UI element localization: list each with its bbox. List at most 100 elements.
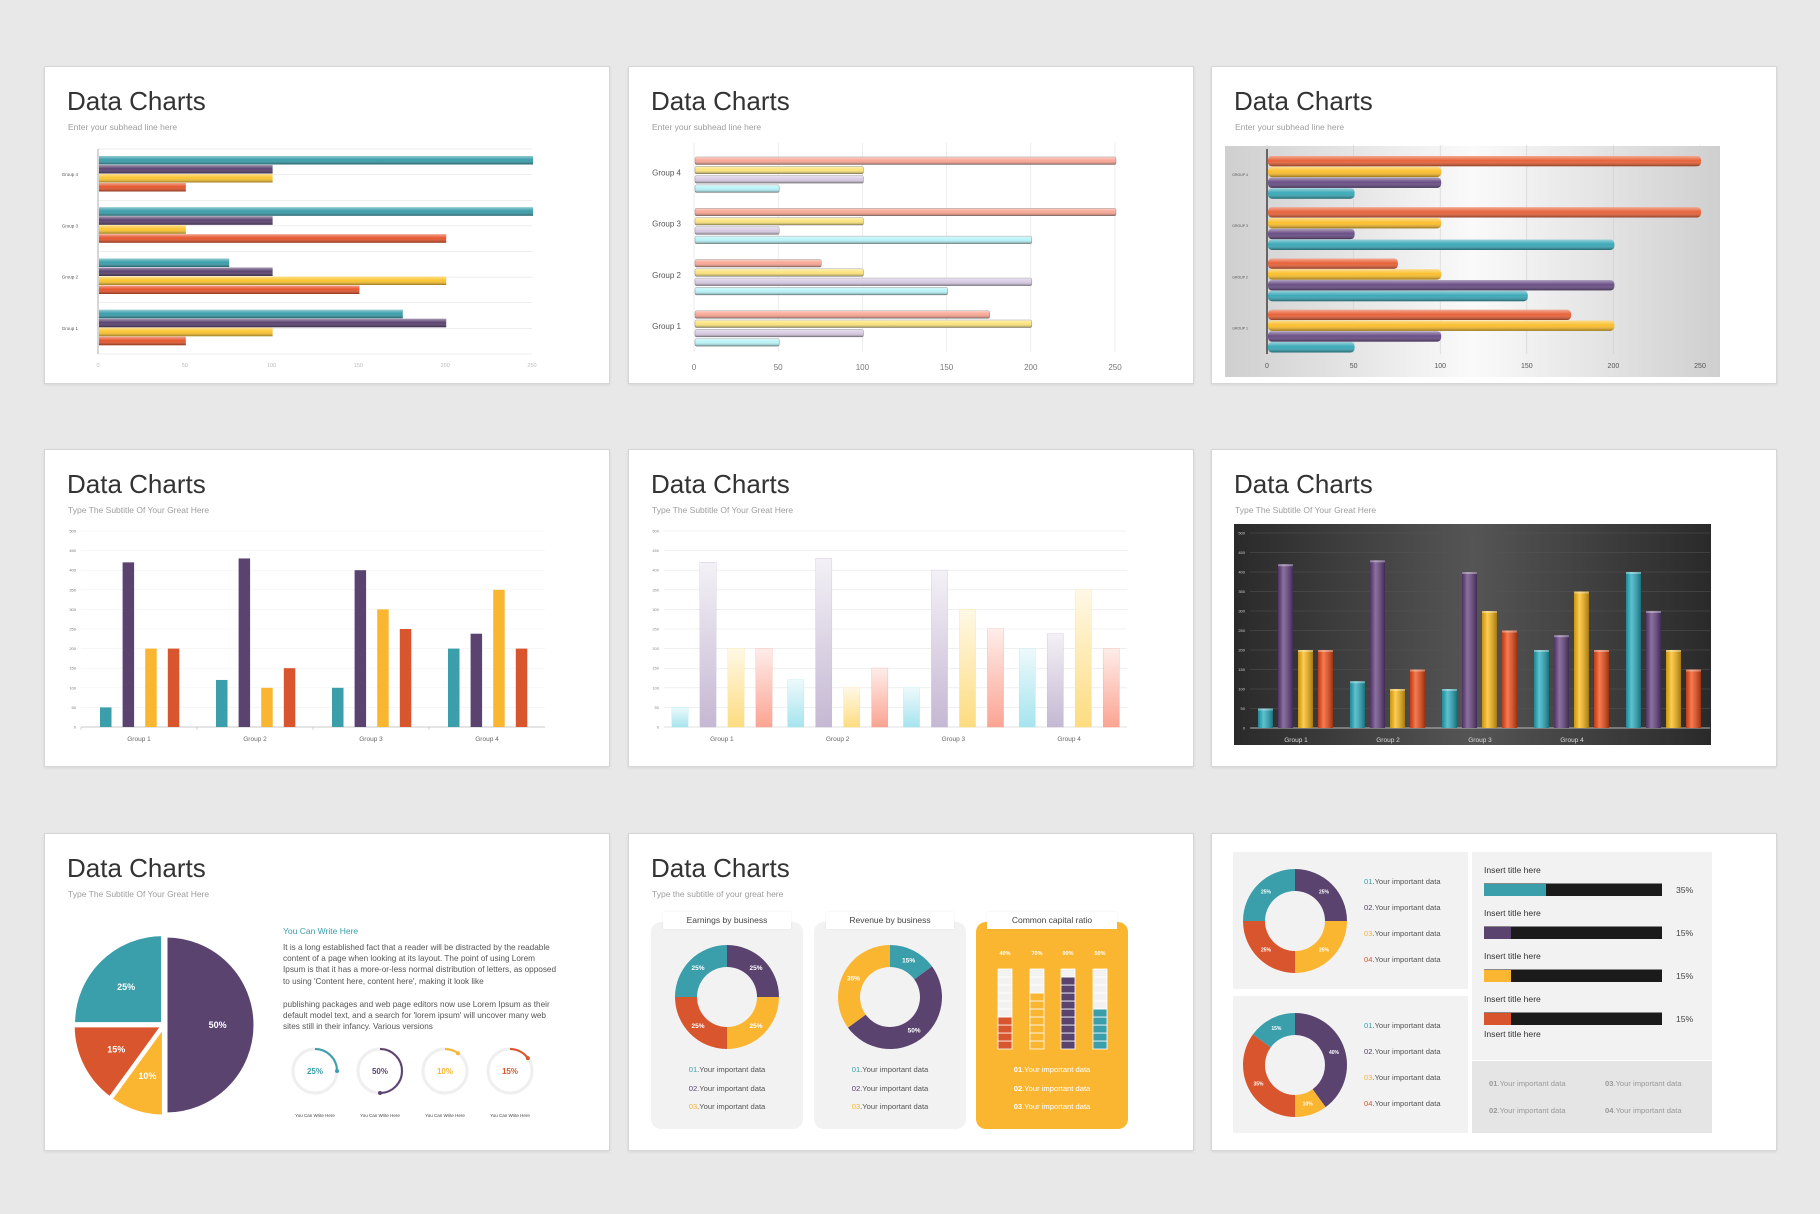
tick-label: 500 [69,529,76,534]
legend-text: .Your important data [1372,1073,1441,1082]
tick-label: 150 [1238,667,1245,672]
slide-hbar-pastel[interactable]: Data Charts Enter your subhead line here… [628,66,1194,384]
ring-caption: You Can Write Here [490,1113,530,1118]
category-label: Group 4 [1560,737,1584,744]
bar-shade [1350,681,1365,728]
tick-label: 350 [69,587,76,592]
slide-vbar-flat[interactable]: Data Charts Type The Subtitle Of Your Gr… [44,449,610,767]
slice-label: 35% [847,976,860,983]
bar-shade [1410,669,1425,728]
bar-shade [695,226,780,235]
slide-hbar-3d[interactable]: Data Charts Enter your subhead line here… [1211,66,1777,384]
bar-segment [1092,1008,1108,1018]
legend-text: .Your important data [697,1065,766,1074]
bar-top [1462,572,1477,574]
bar-top [1390,689,1405,691]
slide-title: Data Charts [67,853,206,883]
donut-slice [1295,1013,1347,1108]
tick-label: 100 [652,685,659,690]
category-label: Group 4 [1057,736,1081,743]
bar-segment [1029,1024,1045,1034]
bar-shade [99,327,273,337]
bar-shade [1278,564,1293,728]
slide-vbar-pastel[interactable]: Data Charts Type The Subtitle Of Your Gr… [628,449,1194,767]
legend-item: 01.Your important data [1364,1021,1441,1030]
horizontal-bar-chart: Group 1 Group 2 Group 3 Group 4 0 50 100 150 200… [62,148,537,369]
horizontal-bar-chart: Group 1 Group 2 Group 3 Group 4 0 50 100 150 200… [652,143,1122,372]
tick-label: 400 [69,568,76,573]
tick-label: 250 [1238,628,1245,633]
tick-label: 450 [69,548,76,553]
donut-slice [1243,921,1295,973]
tick-label: 100 [856,363,870,372]
pie-slice [108,1022,165,1118]
progress-title: Insert title here [1484,951,1541,961]
bar-segment [997,1024,1013,1034]
panel-title: Revenue by business [826,912,954,929]
category-label: Group 3 [652,220,681,229]
slide-pie[interactable]: Data Charts Type The Subtitle Of Your Gr… [44,833,610,1151]
legend-item: 03.Your important data [814,1102,966,1111]
bar-shade [695,338,780,347]
category-label: GROUP 2 [1232,275,1248,279]
bar-shade [903,687,920,727]
text-heading: You Can Write Here [283,926,359,936]
bar-segment [1029,1016,1045,1026]
donut-slice [1252,1013,1295,1048]
footer-legend-item: 01.Your important data [1489,1079,1566,1088]
bar-shade [1075,589,1092,727]
slice-label: 40% [1329,1050,1340,1056]
bar [493,589,505,727]
bar-shade [787,679,804,727]
slide-hbar-flat[interactable]: Data Charts Enter your subhead line here… [44,66,610,384]
bar-segment [997,1016,1013,1026]
slide-vbar-dark[interactable]: Data Charts Type The Subtitle Of Your Gr… [1211,449,1777,767]
legend-item: 03.Your important data [976,1102,1128,1111]
category-label: Group 4 [652,168,681,177]
bar-top [1554,635,1569,638]
donut-slice [890,945,933,980]
footer-legend-item: 02.Your important data [1489,1106,1566,1115]
slice-label: 25% [692,1023,705,1030]
progress-value: 15% [1676,928,1694,938]
legend-number: 03 [1013,1102,1023,1111]
progress-fill [1484,970,1511,982]
legend-item: 02.Your important data [1364,903,1441,912]
legend-text: .Your important data [1022,1065,1091,1074]
legend-item: 02.Your important data [976,1084,1128,1093]
legend-number: 04 [1605,1106,1614,1115]
legend-text: .Your important data [1372,1021,1441,1030]
bar-shade [1462,572,1477,728]
ring-end-dot [525,1056,530,1061]
legend-number: 01 [1364,877,1373,886]
bar-segment [1060,976,1076,986]
progress-title: Insert title here [1484,994,1541,1004]
bar-segment [1060,992,1076,1002]
legend-text: .Your important data [1613,1079,1682,1088]
slice-label: 25% [692,965,705,972]
legend-text: .Your important data [1372,1047,1441,1056]
bar [145,648,157,727]
legend-item: 01.Your important data [651,1065,803,1074]
bar-label: 50% [1094,951,1105,957]
tick-label: 300 [1238,609,1245,614]
bar-segment [997,968,1013,978]
ring-label: 10% [437,1067,453,1076]
donut-charts: 25% 25% 25% 25% 40% 10% 35% 15% [1243,869,1347,1117]
slice-label: 15% [902,958,915,965]
bar-shade [99,216,273,225]
slide-dashboard[interactable]: 25% 25% 25% 25% 40% 10% 35% 15% 01.Your importa… [1211,833,1777,1151]
bar-segment [1029,1032,1045,1042]
legend-number: 03 [688,1102,698,1111]
bar-shade [1268,309,1572,321]
bar-shade [99,156,533,165]
legend-number: 01 [1489,1079,1498,1088]
bar-shade [99,258,230,267]
slide-business[interactable]: Data Charts Type the subtitle of your gr… [628,833,1194,1151]
footer-legend-item: 04.Your important data [1605,1106,1682,1115]
bar-shade [1646,611,1661,728]
tick-label: 250 [527,363,536,369]
slide-subtitle: Enter your subhead line here [652,122,762,132]
bar-shade [1047,633,1064,727]
bar-segment [1029,984,1045,994]
